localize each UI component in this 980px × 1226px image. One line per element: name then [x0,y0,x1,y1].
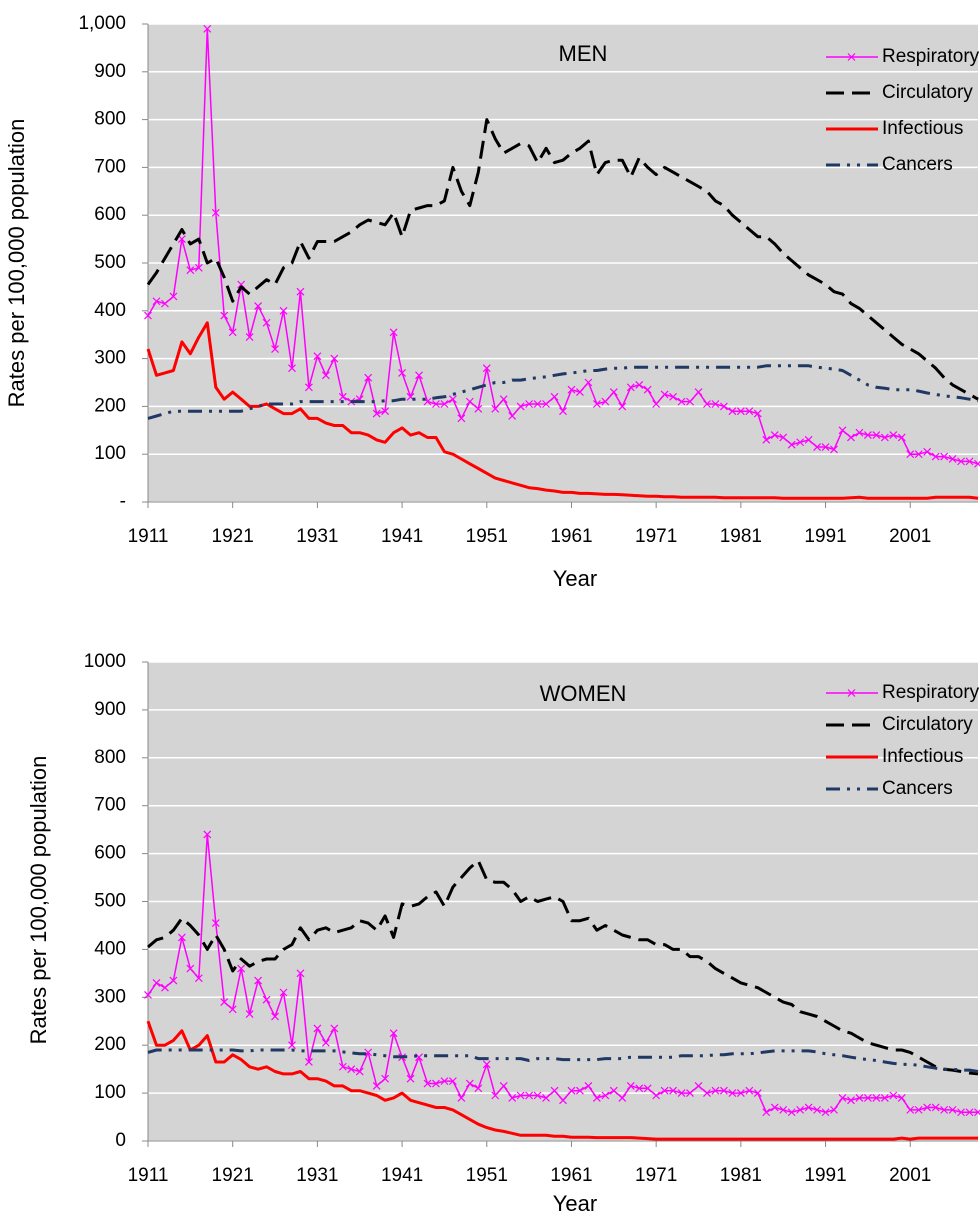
legend-label: Cancers [882,154,953,175]
y-tick-label: 100 [94,1082,126,1103]
x-axis-label: Year [553,1191,597,1216]
legend-label: Circulatory [882,82,973,103]
x-tick-label: 1941 [381,1165,423,1186]
x-tick-label: 1921 [212,526,254,547]
x-tick-label: 1961 [550,526,592,547]
y-axis-label: Rates per 100,000 population [4,119,29,408]
y-tick-label: - [120,491,126,512]
y-tick-label: 300 [94,986,126,1007]
legend-label: Circulatory [882,714,973,735]
x-tick-label: 1951 [466,1165,508,1186]
y-tick-label: 200 [94,395,126,416]
y-tick-label: 700 [94,795,126,816]
y-tick-label: 800 [94,109,126,130]
x-tick-label: 1941 [381,526,423,547]
x-tick-label: 1921 [212,1165,254,1186]
x-tick-label: 1911 [128,1165,169,1186]
x-tick-label: 2001 [889,1165,931,1186]
x-tick-label: 1911 [128,526,169,547]
x-axis-label: Year [553,566,597,591]
y-tick-label: 600 [94,843,126,864]
y-tick-label: 600 [94,204,126,225]
legend-label: Respiratory [882,682,980,703]
x-tick-label: 1931 [296,1165,338,1186]
y-tick-label: 700 [94,156,126,177]
y-tick-label: 900 [94,61,126,82]
y-tick-label: 300 [94,348,126,369]
x-tick-label: 1971 [635,526,677,547]
chart-panel: 0 100 200 300 400 500 600 700 800 900 1000 1911 1921… [26,651,980,1216]
x-tick-label: 1981 [720,526,762,547]
y-tick-label: 500 [94,252,126,273]
x-tick-label: 1961 [550,1165,592,1186]
y-tick-label: 100 [94,443,126,464]
y-tick-label: 1,000 [78,13,126,34]
y-tick-label: 500 [94,891,126,912]
legend-label: Respiratory [882,46,980,67]
x-tick-label: 1951 [466,526,508,547]
chart-title: MEN [559,41,608,66]
y-tick-label: 200 [94,1034,126,1055]
x-tick-label: 2001 [889,526,931,547]
y-axis-label: Rates per 100,000 population [26,756,51,1045]
legend-label: Cancers [882,778,953,799]
x-tick-label: 1931 [296,526,338,547]
x-tick-label: 1991 [804,1165,846,1186]
x-tick-label: 1971 [635,1165,677,1186]
x-tick-label: 1981 [720,1165,762,1186]
y-tick-label: 900 [94,699,126,720]
legend-label: Infectious [882,118,963,139]
y-tick-label: 400 [94,938,126,959]
chart-panel: - 100 200 300 400 500 600 700 800 900 1,000 1911 192… [4,13,980,591]
chart-title: WOMEN [540,681,627,706]
x-tick-label: 1991 [804,526,846,547]
y-tick-label: 800 [94,747,126,768]
legend-label: Infectious [882,746,963,767]
y-tick-label: 0 [115,1130,126,1151]
y-tick-label: 1000 [84,651,126,672]
y-tick-label: 400 [94,300,126,321]
